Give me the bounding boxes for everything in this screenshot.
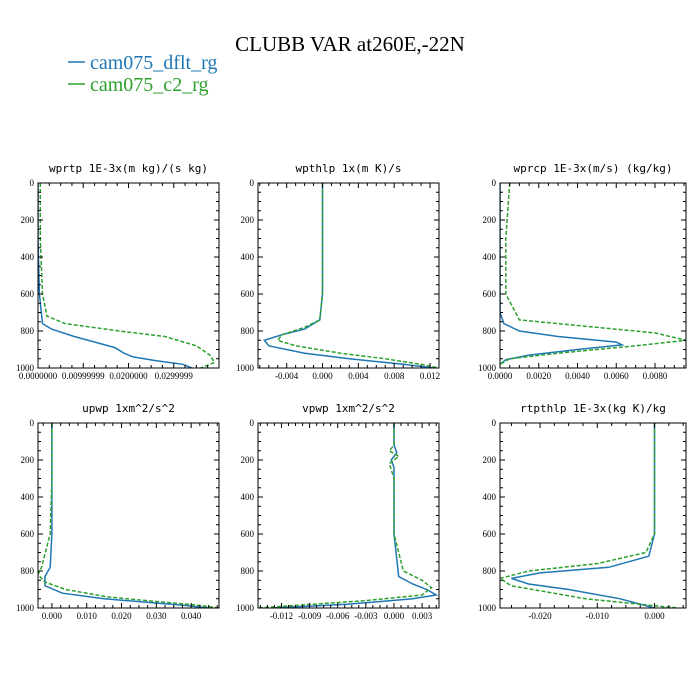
y-tick-label: 0 [492, 418, 497, 428]
x-tick-label: -0.003 [354, 611, 378, 621]
y-tick-label: 1000 [16, 363, 35, 373]
y-tick-label: 600 [483, 289, 497, 299]
series-line-c2 [500, 423, 678, 608]
panel-title: wprcp 1E-3x(m/s) (kg/kg) [514, 162, 673, 175]
y-tick-label: 800 [483, 566, 497, 576]
panels: wprtp 1E-3x(m kg)/(s kg) 0 200 400 600 800 100… [16, 162, 687, 621]
x-tick-label: 0.000 [312, 371, 333, 381]
plot-frame [257, 182, 440, 369]
x-tick-label: -0.020 [528, 611, 552, 621]
x-tick-label: 0.0200000 [109, 371, 148, 381]
y-tick-label: 200 [483, 455, 497, 465]
x-tick-label: 0.000 [384, 611, 405, 621]
y-tick-label: 200 [241, 215, 255, 225]
y-tick-label: 0 [492, 178, 497, 188]
x-tick-label: 0.030 [146, 611, 167, 621]
series-line-c2 [258, 423, 433, 608]
series-line-c2 [39, 183, 216, 368]
panel-4: upwp 1xm^2/s^2 0 200 400 600 800 1000 0.000 0.01… [16, 402, 220, 621]
x-tick-label: 0.003 [412, 611, 433, 621]
x-tick-label: 0.012 [420, 371, 440, 381]
x-tick-label: 0.010 [77, 611, 98, 621]
x-tick-label: 0.000 [42, 611, 63, 621]
figure-title: CLUBB VAR at260E,-22N [235, 32, 465, 56]
y-tick-label: 1000 [478, 603, 497, 613]
x-tick-label: -0.004 [275, 371, 299, 381]
y-tick-label: 600 [21, 529, 35, 539]
y-tick-label: 0 [250, 178, 255, 188]
y-tick-label: 0 [250, 418, 255, 428]
y-tick-label: 0 [30, 178, 35, 188]
y-tick-label: 0 [30, 418, 35, 428]
y-tick-label: 400 [241, 492, 255, 502]
panel-title: wpthlp 1x(m K)/s [296, 162, 402, 175]
x-tick-label: 0.020 [111, 611, 132, 621]
x-tick-label: 0.0080 [643, 371, 668, 381]
y-tick-label: 800 [21, 566, 35, 576]
panel-6: rtpthlp 1E-3x(kg K)/kg 0 200 400 600 800 1000 -… [478, 402, 687, 621]
y-tick-label: 1000 [478, 363, 497, 373]
series-line-c2 [500, 183, 686, 365]
y-tick-label: 600 [21, 289, 35, 299]
y-tick-label: 1000 [236, 603, 255, 613]
series-line-dflt [500, 183, 625, 365]
panel-5: vpwp 1xm^2/s^2 0 200 400 600 800 1000 -0.012 -0.… [236, 402, 440, 621]
y-tick-label: 400 [21, 492, 35, 502]
y-tick-label: 1000 [236, 363, 255, 373]
legend-label-1: cam075_dflt_rg [90, 52, 217, 74]
series-line-c2 [276, 183, 439, 368]
y-tick-label: 800 [21, 326, 35, 336]
series-line-dflt [272, 423, 439, 608]
y-tick-label: 400 [483, 492, 497, 502]
x-tick-label: -0.009 [298, 611, 322, 621]
plot-frame [499, 422, 687, 609]
x-tick-label: 0.000 [644, 611, 665, 621]
x-tick-label: 0.0000000 [19, 371, 58, 381]
x-tick-label: 0.0020 [526, 371, 551, 381]
legend: cam075_dflt_rg cam075_c2_rg [68, 52, 217, 96]
x-tick-label: -0.010 [586, 611, 610, 621]
panel-2: wpthlp 1x(m K)/s 0 200 400 600 800 1000 -0.004 0… [236, 162, 440, 381]
y-tick-label: 600 [241, 529, 255, 539]
panel-3: wprcp 1E-3x(m/s) (kg/kg) 0 200 400 600 800 100… [478, 162, 687, 381]
y-tick-label: 800 [241, 326, 255, 336]
x-tick-label: 0.008 [384, 371, 405, 381]
x-tick-label: 0.004 [348, 371, 369, 381]
panel-title: upwp 1xm^2/s^2 [82, 402, 175, 415]
y-tick-label: 400 [241, 252, 255, 262]
y-tick-label: 400 [483, 252, 497, 262]
y-tick-label: 200 [483, 215, 497, 225]
y-tick-label: 200 [241, 455, 255, 465]
legend-label-2: cam075_c2_rg [90, 74, 209, 96]
series-line-dflt [44, 423, 209, 608]
x-tick-label: 0.0299999 [155, 371, 194, 381]
x-tick-label: 0.0060 [604, 371, 629, 381]
x-tick-label: -0.012 [270, 611, 293, 621]
plot-frame [37, 182, 220, 369]
plot-frame [257, 422, 440, 609]
y-tick-label: 400 [21, 252, 35, 262]
y-tick-label: 800 [241, 566, 255, 576]
y-tick-label: 200 [21, 215, 35, 225]
x-tick-label: 0.040 [181, 611, 202, 621]
y-tick-label: 200 [21, 455, 35, 465]
x-tick-label: -0.006 [326, 611, 350, 621]
y-tick-label: 600 [483, 529, 497, 539]
panel-title: rtpthlp 1E-3x(kg K)/kg [520, 402, 666, 415]
x-tick-label: 0.0040 [565, 371, 590, 381]
series-line-dflt [511, 423, 656, 608]
y-tick-label: 800 [483, 326, 497, 336]
y-tick-label: 1000 [16, 603, 35, 613]
plot-frame [37, 422, 220, 609]
x-tick-label: 0.00999999 [62, 371, 105, 381]
x-tick-label: 0.0000 [488, 371, 513, 381]
panel-title: wprtp 1E-3x(m kg)/(s kg) [49, 162, 208, 175]
panel-1: wprtp 1E-3x(m kg)/(s kg) 0 200 400 600 800 100… [16, 162, 220, 381]
series-line-c2 [38, 423, 219, 608]
series-line-dflt [38, 183, 193, 368]
y-tick-label: 600 [241, 289, 255, 299]
panel-title: vpwp 1xm^2/s^2 [302, 402, 395, 415]
series-line-dflt [263, 183, 435, 368]
